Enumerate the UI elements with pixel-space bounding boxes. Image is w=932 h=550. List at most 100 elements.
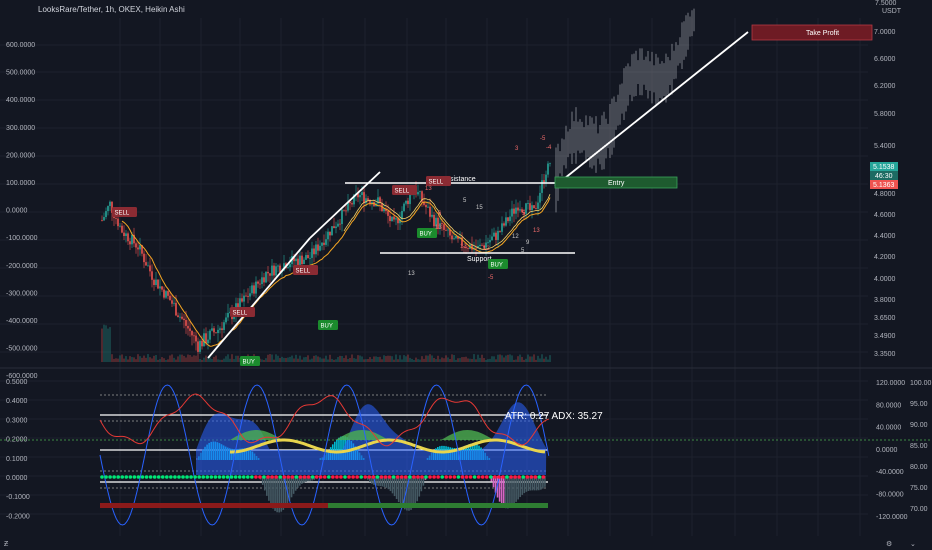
volume-bar [217,359,219,362]
osc-signal-dot [533,475,538,479]
osc-signal-dot [428,475,432,479]
volume-bar [127,359,129,362]
candle-body [511,208,513,217]
sequential-count: 5 [521,248,525,254]
buy-signal-label: BUY [491,263,503,269]
candle-body [449,229,451,236]
volume-bar [321,358,323,362]
osc-signal-dot [201,475,206,479]
volume-bar [195,355,197,362]
osc-signal-dot [460,475,465,479]
volume-bar [225,356,227,362]
candle-body [171,300,173,304]
osc-histogram-bar [385,476,388,488]
volume-bar [427,355,429,362]
settings-icon[interactable]: ⚙ [886,540,892,548]
volume-bar [203,357,205,362]
volume-bar [227,354,229,362]
volume-bar [509,354,511,362]
projection-line[interactable] [554,31,749,187]
left-tick-label: -400.0000 [6,318,38,325]
candle-body [493,232,495,237]
volume-bar [439,359,441,362]
osc-signal-dot [124,475,129,479]
volume-bar [397,359,399,362]
candle-body [427,206,429,208]
candle-body [255,281,257,294]
candle-body [261,277,263,285]
candle-body [537,202,539,209]
volume-bar [153,355,155,362]
sell-signal-label: SELL [395,189,410,195]
candle-body [333,226,335,229]
candle-body [389,215,391,222]
right-tick-label: 3.4900 [874,333,896,340]
volume-bar [137,354,139,362]
candle-body [363,192,365,204]
osc-signal-dot [399,475,404,479]
buy-signal-box [488,259,508,269]
take-profit-box[interactable] [751,24,873,41]
volume-bar [151,358,153,362]
volume-bar [487,359,489,362]
osc-histogram-bar [276,476,278,513]
volume-bar [417,359,419,362]
candle-body [455,235,457,239]
candle-body [399,219,401,224]
tradingview-logo-icon[interactable]: Ƶ [4,541,9,548]
osc-signal-dot [250,475,254,479]
volume-bar [273,359,275,362]
candle-body [257,281,259,284]
trendline-up-1[interactable] [207,237,311,359]
osc-histogram-bar [301,476,303,484]
osc-histogram-bar [284,476,287,508]
candle-body [499,230,501,232]
volume-bar [329,354,331,362]
candle-body [199,340,201,352]
candle-body [277,265,279,267]
osc-right-tick-label: 100.00 [910,380,932,387]
osc-signal-dot [209,475,214,479]
osc-histogram-bar [395,476,398,500]
volume-bar [495,359,497,362]
volume-bar [171,354,173,362]
volume-bar [261,359,263,362]
osc-histogram-bar [502,476,505,508]
volume-bar [199,358,201,362]
volume-bar [411,358,413,362]
osc-histogram-bar [397,476,400,503]
candle-body [245,295,247,297]
candle-body [325,239,327,245]
osc-signal-dot [160,475,165,479]
volume-bar [163,358,165,362]
osc-signal-dot [424,475,428,479]
candle-body [157,279,159,289]
osc-histogram-bar [537,476,540,491]
entry-box[interactable] [554,176,678,189]
candle-body [221,328,223,330]
osc-signal-dot [375,475,380,479]
candle-body [387,211,389,216]
volume-bar [377,356,379,362]
osc-signal-dot [371,475,376,479]
volume-bar [445,355,447,362]
osc-histogram-bar [515,476,517,502]
sequential-count: 12 [512,234,519,240]
sell-signal-box [230,307,255,317]
candle-body [239,298,241,311]
right-tick-label: 3.6500 [874,315,896,322]
osc-signal-dot [112,475,116,479]
candle-body [133,234,135,244]
candle-body [135,243,137,248]
osc-signal-dot [306,475,311,479]
volume-bar [143,355,145,362]
osc-signal-dot [298,475,303,479]
candle-body [267,271,269,274]
chevron-down-icon[interactable]: ⌄ [910,541,916,548]
right-tick-label: 5.4000 [874,143,896,150]
osc-signal-dot [347,475,351,479]
volume-bar [189,355,191,362]
candle-body [329,231,331,236]
